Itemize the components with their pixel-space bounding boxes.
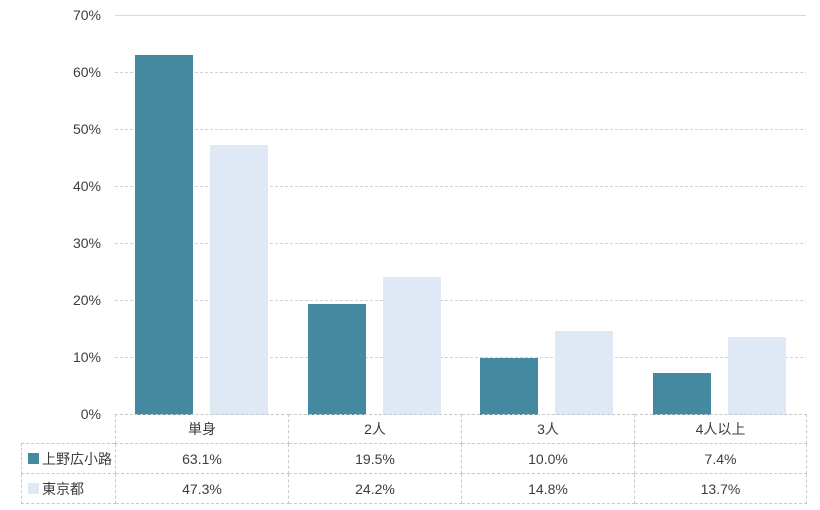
gridline-20 [115,300,806,301]
value-cell-s1-c1: 24.2% [288,473,462,504]
value-cell-s0-c1: 19.5% [288,443,462,474]
category-header-row: 単身 2人 3人 4人以上 [22,414,807,444]
legend-marker-icon-s1 [28,483,39,494]
bar-s0-c3 [653,372,712,415]
gridline-30 [115,243,806,244]
legend-label-s0: 上野広小路 [42,450,112,467]
legend-cell-s0: 上野広小路 [21,443,116,474]
gridline-10 [115,357,806,358]
category-header-cell-c0: 単身 [115,414,289,444]
legend-entry-s0: 上野広小路 [23,449,115,469]
gridline-40 [115,186,806,187]
bar-s0-c1 [307,303,366,415]
y-axis: 0% 10% 20% 30% 40% 50% 60% 70% [0,7,101,422]
legend-marker-icon-s0 [28,453,39,464]
category-header-cell-c2: 3人 [461,414,635,444]
value-cell-s1-c2: 14.8% [461,473,635,504]
bar-group-c0 [115,16,288,415]
bar-s0-c2 [480,358,539,415]
bar-layer [115,16,806,415]
gridline-60 [115,72,806,73]
category-header-cell-c3: 4人以上 [634,414,807,444]
gridline-50 [115,129,806,130]
corner-cell [22,415,116,444]
y-tick-label-30: 30% [72,235,101,251]
y-tick-label-10: 10% [72,349,101,366]
legend-entry-s1: 東京都 [23,479,115,499]
y-tick-label-20: 20% [72,292,101,309]
y-tick-label-0: 0% [80,406,101,422]
value-cell-s1-c3: 13.7% [634,473,807,504]
bar-s1-c0 [209,145,268,415]
bar-s1-c1 [382,277,441,415]
y-tick-label-50: 50% [72,121,101,137]
value-cell-s0-c0: 63.1% [115,443,289,474]
bar-s1-c2 [555,330,614,415]
y-tick-label-70: 70% [72,7,101,23]
y-tick-label-60: 60% [72,64,101,80]
bar-group-c2 [461,16,634,415]
chart-data-table-body: 単身 2人 3人 4人以上 上野広小路 63.1% 19.5% 10.0% 7.4% 東京都 47.… [21,414,807,504]
chart-data-table: 単身 2人 3人 4人以上 上野広小路 63.1% 19.5% 10.0% 7.4% 東京都 47.… [21,414,807,504]
bar-group-c3 [633,16,806,415]
series-row-s1: 東京都 47.3% 24.2% 14.8% 13.7% [21,473,807,504]
plot-area [115,15,806,415]
y-tick-label-40: 40% [72,178,101,195]
value-cell-s1-c0: 47.3% [115,473,289,504]
legend-cell-s1: 東京都 [21,473,116,504]
bar-s0-c0 [134,55,193,415]
category-header-cell-c1: 2人 [288,414,462,444]
series-row-s0: 上野広小路 63.1% 19.5% 10.0% 7.4% [21,443,807,474]
value-cell-s0-c2: 10.0% [461,443,635,474]
value-cell-s0-c3: 7.4% [634,443,807,474]
bar-group-c1 [288,16,461,415]
bar-s1-c3 [728,336,787,415]
legend-label-s1: 東京都 [42,480,84,497]
